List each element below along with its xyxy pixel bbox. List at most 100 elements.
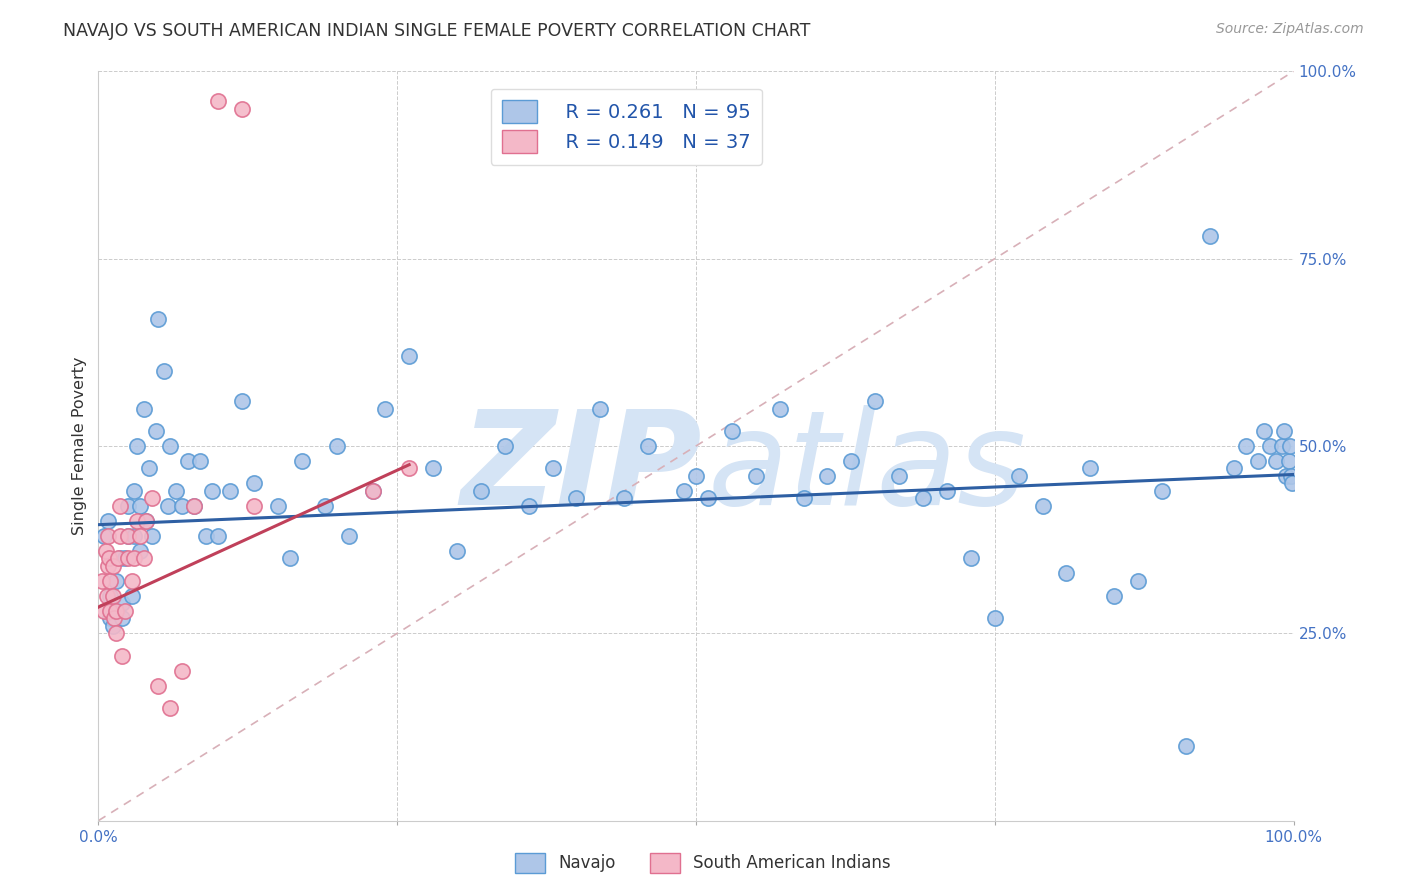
Text: NAVAJO VS SOUTH AMERICAN INDIAN SINGLE FEMALE POVERTY CORRELATION CHART: NAVAJO VS SOUTH AMERICAN INDIAN SINGLE F… (63, 22, 811, 40)
Point (129, 499, 152, 513)
Point (363, 483, 385, 498)
Point (793, 491, 815, 506)
Point (177, 454, 200, 468)
Point (105, 604, 128, 618)
Point (111, 648, 134, 663)
Point (1272, 424, 1295, 438)
Point (1278, 454, 1301, 468)
Point (101, 558, 124, 573)
Legend: Navajo, South American Indians: Navajo, South American Indians (509, 847, 897, 880)
Point (422, 461, 444, 475)
Point (159, 439, 181, 453)
Point (132, 551, 155, 566)
Point (108, 499, 131, 513)
Point (1104, 589, 1126, 603)
Point (125, 439, 148, 453)
Point (374, 401, 396, 416)
Point (721, 424, 744, 438)
Point (541, 461, 564, 475)
Point (172, 664, 194, 678)
Point (889, 469, 911, 483)
Y-axis label: Single Female Poverty: Single Female Poverty (72, 357, 87, 535)
Point (315, 499, 337, 513)
Point (141, 529, 163, 543)
Point (135, 514, 157, 528)
Point (231, 394, 253, 409)
Point (105, 574, 128, 588)
Point (589, 401, 612, 416)
Point (129, 544, 152, 558)
Point (135, 514, 157, 528)
Point (117, 499, 139, 513)
Point (243, 476, 266, 491)
Point (156, 499, 179, 513)
Point (101, 589, 124, 603)
Point (1175, 739, 1198, 753)
Point (1247, 454, 1270, 468)
Point (1080, 461, 1102, 475)
Point (936, 483, 959, 498)
Point (97, 529, 120, 543)
Point (697, 491, 720, 506)
Point (125, 514, 148, 528)
Point (108, 529, 131, 543)
Point (101, 619, 124, 633)
Point (96, 589, 118, 603)
Point (673, 483, 696, 498)
Point (121, 574, 143, 588)
Point (291, 454, 314, 468)
Point (398, 349, 420, 363)
Point (1271, 439, 1294, 453)
Point (243, 499, 266, 513)
Point (183, 499, 205, 513)
Point (960, 551, 983, 566)
Point (165, 483, 187, 498)
Point (93, 529, 115, 543)
Point (188, 454, 211, 468)
Point (148, 679, 170, 693)
Point (148, 311, 170, 326)
Point (105, 604, 128, 618)
Point (1264, 454, 1286, 468)
Text: atlas: atlas (709, 405, 1026, 532)
Point (637, 439, 659, 453)
Point (121, 589, 143, 603)
Point (159, 701, 181, 715)
Point (326, 439, 349, 453)
Point (153, 364, 176, 378)
Point (865, 394, 887, 409)
Point (201, 483, 224, 498)
Point (114, 551, 136, 566)
Point (98, 604, 122, 618)
Text: Source: ZipAtlas.com: Source: ZipAtlas.com (1216, 22, 1364, 37)
Point (98, 589, 122, 603)
Point (494, 439, 516, 453)
Point (108, 551, 131, 566)
Point (470, 483, 492, 498)
Point (91, 574, 114, 588)
Point (97, 558, 120, 573)
Point (124, 551, 146, 566)
Point (107, 551, 129, 566)
Point (984, 611, 1007, 625)
Point (98, 611, 122, 625)
Point (1199, 229, 1222, 244)
Point (117, 551, 139, 566)
Point (103, 611, 125, 625)
Point (267, 499, 290, 513)
Point (129, 529, 152, 543)
Point (183, 499, 205, 513)
Point (141, 491, 163, 506)
Point (685, 469, 707, 483)
Point (1056, 566, 1078, 581)
Point (114, 604, 136, 618)
Point (1275, 469, 1298, 483)
Point (124, 483, 146, 498)
Point (97, 514, 120, 528)
Point (1128, 574, 1150, 588)
Point (363, 483, 385, 498)
Point (195, 529, 218, 543)
Point (207, 95, 229, 109)
Point (172, 499, 194, 513)
Point (98, 574, 122, 588)
